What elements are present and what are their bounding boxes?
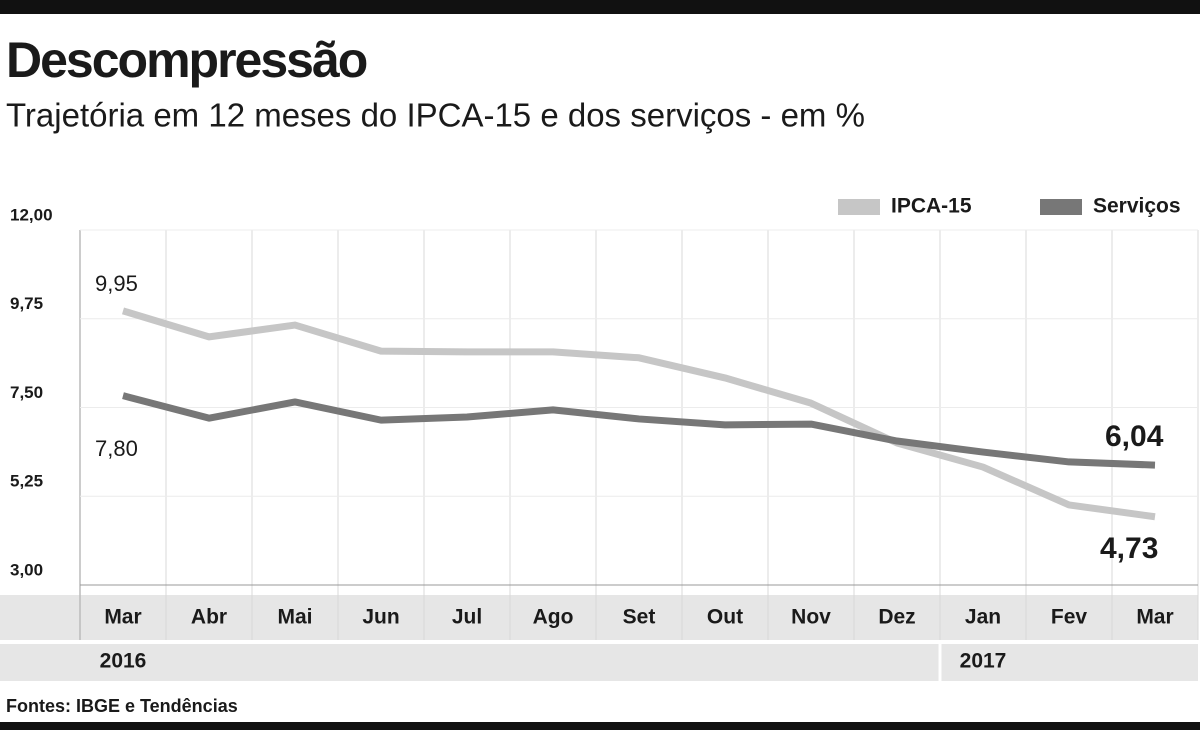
x-tick-label: Set [623, 606, 656, 629]
year-label: 2016 [100, 650, 147, 673]
x-tick-label: Jul [452, 606, 482, 629]
legend-swatch [1040, 199, 1082, 215]
x-axis-band-left [0, 595, 80, 640]
y-tick-label: 7,50 [10, 383, 43, 402]
x-tick-label: Out [707, 606, 743, 629]
x-tick-label: Mai [277, 606, 312, 629]
value-label: 6,04 [1105, 420, 1164, 453]
series-line [122, 392, 1156, 469]
year-band [0, 644, 1198, 681]
y-tick-label: 5,25 [10, 472, 43, 491]
y-tick-label: 12,00 [10, 205, 53, 224]
source: Fontes: IBGE e Tendências [6, 696, 238, 716]
legend-label: IPCA-15 [891, 195, 972, 218]
legend-swatch [838, 199, 880, 215]
x-tick-label: Mar [104, 606, 141, 629]
series-line [121, 307, 1156, 521]
top-bar [0, 0, 1200, 14]
x-tick-label: Dez [878, 606, 915, 629]
x-tick-label: Abr [191, 606, 227, 629]
chart-title: Descompressão [6, 32, 367, 88]
y-tick-label: 9,75 [10, 294, 43, 313]
x-tick-label: Ago [533, 606, 574, 629]
value-label: 9,95 [95, 271, 138, 296]
value-label: 7,80 [95, 436, 138, 461]
y-tick-label: 3,00 [10, 560, 43, 579]
x-tick-label: Jan [965, 606, 1001, 629]
bottom-bar [0, 722, 1200, 730]
x-axis-band [80, 595, 1198, 640]
value-label: 4,73 [1100, 532, 1158, 565]
x-tick-label: Mar [1136, 606, 1173, 629]
x-tick-label: Nov [791, 606, 831, 629]
chart-subtitle: Trajetória em 12 meses do IPCA-15 e dos … [6, 97, 865, 134]
x-tick-label: Fev [1051, 606, 1088, 629]
x-tick-label: Jun [362, 606, 399, 629]
year-label: 2017 [960, 650, 1007, 673]
legend-label: Serviços [1093, 195, 1181, 218]
